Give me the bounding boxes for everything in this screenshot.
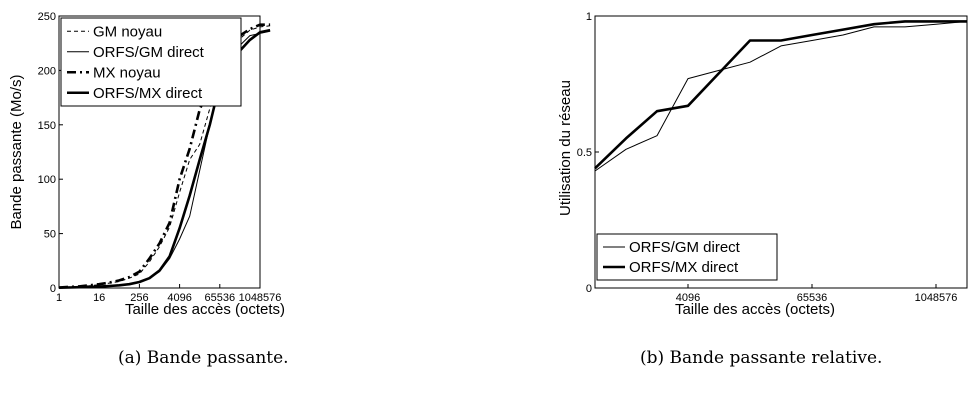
series-line-2 (594, 20, 967, 170)
y-tick-label: 150 (38, 120, 56, 132)
legend-label: ORFS/MX direct (629, 259, 739, 276)
y-axis-label-b: Utilisation du réseau (557, 80, 574, 216)
y-tick-label: 50 (44, 229, 56, 241)
x-tick-label: 4096 (676, 292, 700, 304)
y-tick-label: 200 (38, 65, 56, 77)
y-tick-label: 100 (38, 174, 56, 186)
legend-b: ORFS/GM direct ORFS/MX direct (596, 233, 778, 281)
y-tick-label: 0 (586, 283, 592, 295)
chart-bandwidth: 1 16 256 4096 65536 1048576 0 50 100 150 200 250 Ta… (8, 11, 285, 318)
x-tick-label: 4096 (167, 292, 191, 304)
x-tick-label: 16 (93, 292, 105, 304)
x-tick-label: 65536 (205, 292, 236, 304)
caption-a: (a) Bande passante. (118, 348, 289, 368)
legend-label: ORFS/GM direct (629, 239, 741, 256)
x-tick-label: 1 (56, 292, 62, 304)
x-tick-label: 65536 (797, 292, 828, 304)
x-tick-label: 1048576 (915, 292, 958, 304)
x-tick-label: 256 (130, 292, 148, 304)
legend-label: GM noyau (93, 23, 162, 40)
y-tick-label: 0 (50, 283, 56, 295)
series-line-1 (594, 20, 968, 172)
x-axis-label-b: Taille des accès (octets) (675, 301, 835, 318)
legend-label: ORFS/MX direct (93, 85, 203, 102)
legend-a: GM noyau ORFS/GM direct MX noyau ORFS/MX di… (60, 17, 242, 107)
legend-label: ORFS/GM direct (93, 44, 205, 61)
y-axis-label-a: Bande passante (Mo/s) (8, 74, 25, 229)
x-tick-label: 1048576 (239, 292, 282, 304)
y-tick-label: 1 (586, 11, 592, 23)
legend-box (596, 233, 778, 281)
chart-network-usage: 4096 65536 1048576 0 0.5 1 Taille des accès (… (557, 11, 968, 318)
caption-b: (b) Bande passante relative. (640, 348, 883, 368)
y-tick-label: 0.5 (577, 147, 592, 159)
legend-box (60, 17, 242, 107)
legend-label: MX noyau (93, 64, 161, 81)
plot-frame-a (58, 15, 261, 289)
x-axis-label-a: Taille des accès (octets) (125, 301, 285, 318)
y-tick-label: 250 (38, 11, 56, 23)
